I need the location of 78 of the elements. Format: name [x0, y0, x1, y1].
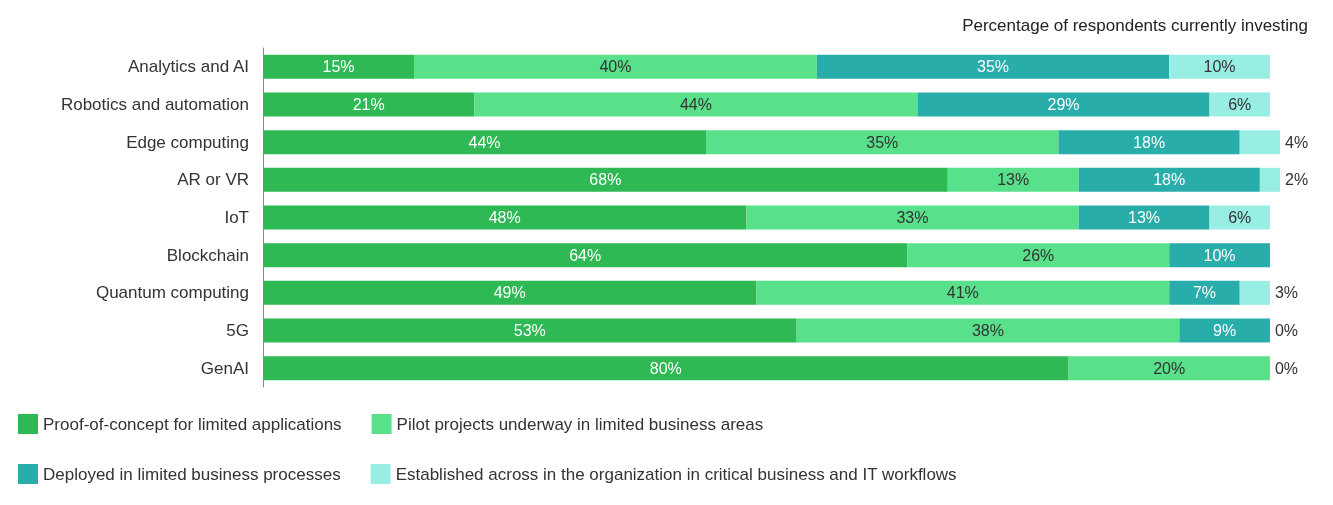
data-label: 80% [649, 359, 682, 377]
bar [474, 92, 918, 117]
data-label: 10% [1203, 246, 1236, 264]
data-label: 44% [679, 96, 712, 113]
data-label: 2% [1285, 171, 1309, 189]
y-tick-label: Robotics and automation [60, 95, 249, 114]
bar [1068, 356, 1270, 381]
y-tick-label: Quantum computing [95, 283, 249, 303]
chart-title: Percentage of respondents currently investing [962, 16, 1309, 35]
data-label: 0% [1274, 322, 1299, 339]
data-label: 6% [1228, 96, 1252, 113]
bar [263, 356, 1069, 381]
bar [414, 54, 817, 79]
data-label: 40% [599, 58, 632, 76]
bar [706, 130, 1059, 155]
bar [263, 92, 475, 117]
bar [746, 205, 1079, 230]
data-label: 29% [1047, 96, 1080, 113]
y-tick-label: Analytics and AI [128, 57, 249, 77]
y-tick-label: Blockchain [166, 245, 249, 265]
bar [263, 318, 797, 343]
bar [1169, 280, 1240, 305]
data-label: 26% [1022, 246, 1055, 264]
y-tick-label: Edge computing [126, 132, 249, 152]
data-label: 20% [1153, 359, 1186, 377]
data-label: 18% [1133, 133, 1166, 151]
bar [756, 280, 1170, 305]
bar [917, 92, 1210, 117]
data-label: 0% [1274, 359, 1299, 377]
bar [263, 243, 908, 268]
bar [1169, 243, 1270, 268]
data-label: 9% [1213, 322, 1237, 339]
data-label: 13% [1128, 209, 1161, 226]
bar [796, 318, 1180, 343]
data-label: 48% [488, 209, 521, 226]
legend-label: Proof-of-concept for limited applications [43, 414, 342, 434]
data-label: 4% [1285, 133, 1309, 151]
y-tick-label: GenAI [200, 358, 249, 378]
legend-label: Pilot projects underway in limited business areas [396, 414, 764, 434]
data-label: 41% [946, 284, 979, 302]
bar [1078, 167, 1260, 192]
data-label: 21% [352, 96, 385, 113]
legend-label: Established across in the organization in critical business and IT workflows [395, 464, 957, 484]
data-label: 49% [493, 284, 526, 302]
bar [1239, 280, 1270, 305]
bar [947, 167, 1079, 192]
y-tick-label: IoT [224, 208, 249, 227]
data-label: 53% [513, 322, 546, 339]
data-label: 38% [971, 322, 1005, 339]
bar [1169, 54, 1270, 79]
bar [263, 130, 707, 155]
data-label: 15% [322, 58, 355, 76]
data-label: 3% [1274, 284, 1299, 302]
bar [1078, 205, 1210, 230]
data-label: 6% [1228, 209, 1252, 226]
y-tick-label: 5G [226, 321, 249, 340]
bar [263, 54, 415, 79]
data-label: 18% [1153, 171, 1186, 189]
bar [1259, 167, 1280, 192]
bar [907, 243, 1170, 268]
data-label: 33% [896, 209, 929, 226]
data-label: 44% [468, 133, 501, 151]
data-label: 64% [569, 246, 602, 264]
bar [263, 280, 757, 305]
bar [263, 205, 747, 230]
legend-label: Deployed in limited business processes [43, 464, 341, 484]
bar [1179, 318, 1270, 343]
y-tick-label: AR or VR [177, 170, 249, 190]
data-label: 68% [589, 171, 622, 189]
bar [263, 167, 948, 192]
bar [1239, 130, 1280, 155]
data-label: 35% [977, 58, 1010, 76]
data-label: 35% [866, 133, 899, 151]
bar [816, 54, 1170, 79]
bar [1058, 130, 1240, 155]
data-label: 13% [997, 171, 1030, 189]
data-label: 7% [1192, 284, 1217, 302]
data-label: 10% [1203, 58, 1236, 76]
